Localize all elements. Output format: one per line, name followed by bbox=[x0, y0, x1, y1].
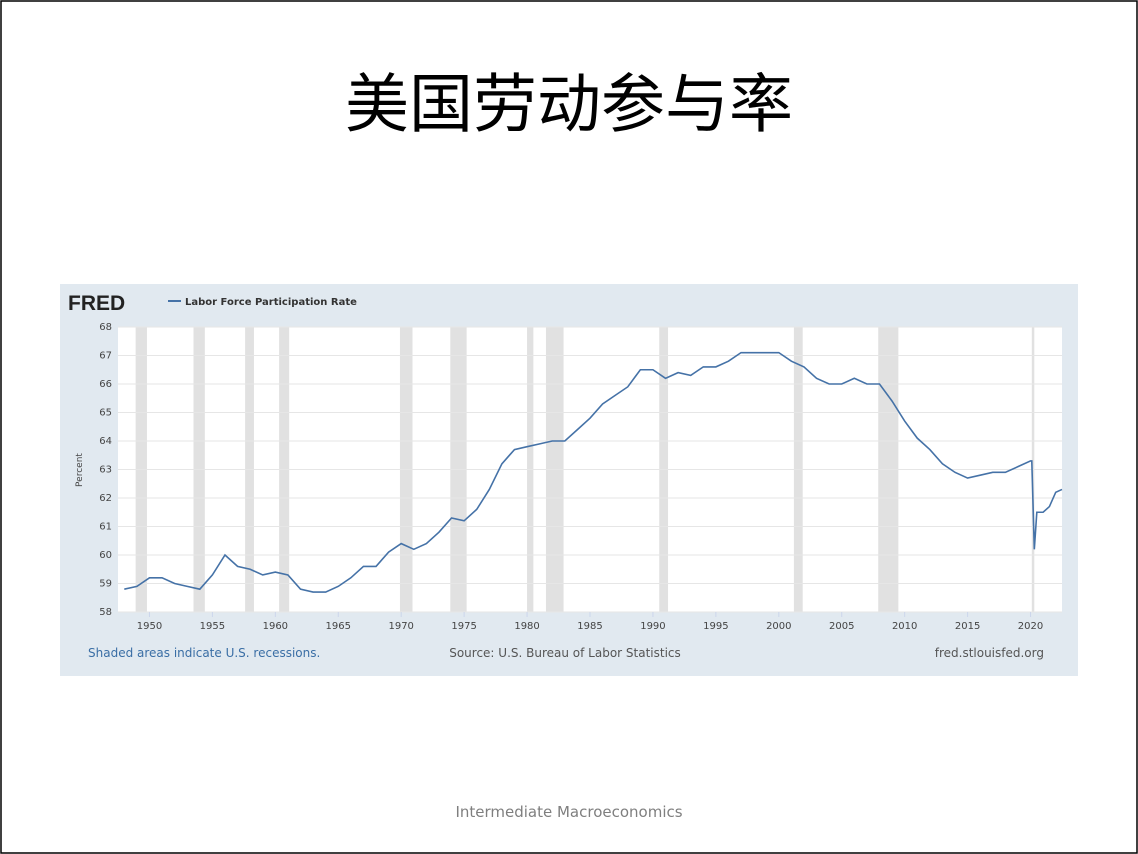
x-tick-label: 1970 bbox=[388, 621, 413, 632]
y-tick-label: 67 bbox=[99, 351, 112, 362]
x-tick-label: 1955 bbox=[200, 621, 225, 632]
y-tick-label: 66 bbox=[99, 379, 112, 390]
x-tick-label: 2005 bbox=[829, 621, 854, 632]
legend-label: Labor Force Participation Rate bbox=[185, 297, 357, 308]
x-tick-label: 1965 bbox=[326, 621, 351, 632]
x-tick-label: 1995 bbox=[703, 621, 728, 632]
recession-note: Shaded areas indicate U.S. recessions. bbox=[88, 646, 320, 660]
x-tick-label: 1960 bbox=[263, 621, 288, 632]
fred-logo: FRED bbox=[68, 292, 125, 315]
x-tick-label: 2000 bbox=[766, 621, 791, 632]
source-note: Source: U.S. Bureau of Labor Statistics bbox=[449, 646, 681, 660]
x-tick-label: 1975 bbox=[451, 621, 476, 632]
x-tick-label: 2010 bbox=[892, 621, 917, 632]
x-tick-label: 1980 bbox=[514, 621, 539, 632]
x-tick-label: 2020 bbox=[1018, 621, 1043, 632]
y-tick-label: 65 bbox=[99, 408, 112, 419]
y-tick-label: 62 bbox=[99, 493, 112, 504]
y-tick-label: 59 bbox=[99, 579, 112, 590]
x-tick-label: 2015 bbox=[955, 621, 980, 632]
y-tick-label: 60 bbox=[99, 550, 112, 561]
data-line bbox=[124, 351, 1063, 593]
y-tick-label: 64 bbox=[99, 436, 112, 447]
y-axis-label: Percent bbox=[75, 453, 85, 487]
slide-title: 美国劳动参与率 bbox=[345, 69, 793, 143]
y-tick-label: 61 bbox=[99, 522, 112, 533]
x-tick-label: 1985 bbox=[577, 621, 602, 632]
y-tick-label: 58 bbox=[99, 607, 112, 618]
y-tick-label: 63 bbox=[99, 465, 112, 476]
fred-url: fred.stlouisfed.org bbox=[935, 646, 1044, 660]
x-tick-label: 1950 bbox=[137, 621, 162, 632]
x-tick-label: 1990 bbox=[640, 621, 665, 632]
y-tick-label: 68 bbox=[99, 322, 112, 333]
slide-footer: Intermediate Macroeconomics bbox=[455, 803, 682, 821]
